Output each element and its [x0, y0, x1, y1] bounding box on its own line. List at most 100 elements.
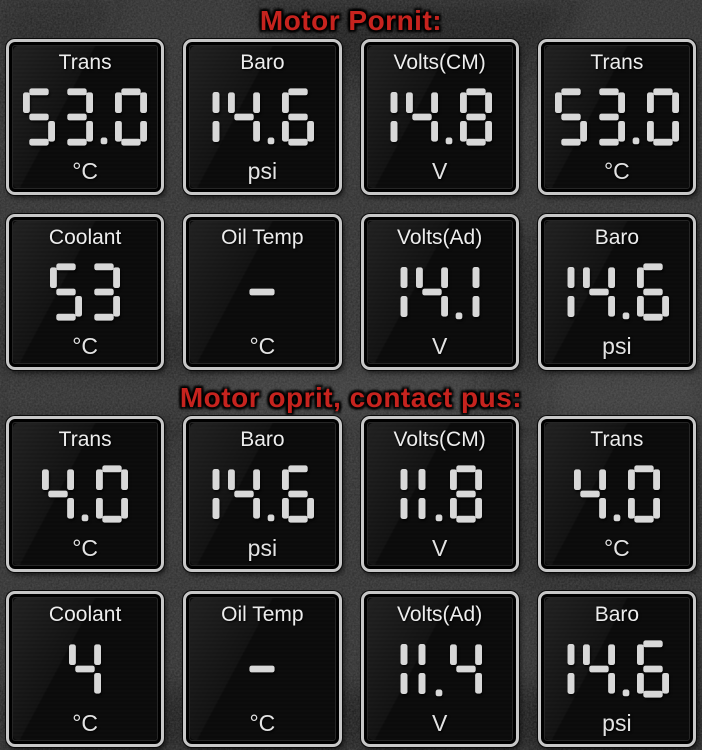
seven-segment-digit: [96, 464, 129, 523]
gauge-tile[interactable]: Baro psi: [183, 416, 342, 572]
seven-segment-digit: [249, 288, 275, 295]
gauge-unit: °C: [72, 158, 99, 184]
seven-segment-digit: [212, 91, 220, 142]
gauge-unit: V: [431, 333, 448, 359]
seven-segment-digit: [622, 689, 630, 696]
gauge-tile[interactable]: Baro psi: [537, 591, 696, 747]
seven-segment-digit: [115, 87, 148, 146]
seven-segment-digit: [228, 468, 261, 519]
seven-segment-digit: [582, 266, 615, 317]
seven-segment-digit: [613, 514, 621, 521]
gauge-tile[interactable]: Volts(Ad) V: [360, 214, 519, 370]
gauge-unit: V: [431, 710, 448, 736]
seven-segment-digit: [622, 312, 630, 319]
gauge-label: Trans: [58, 428, 112, 451]
gauge-tile[interactable]: Coolant °C: [6, 214, 165, 370]
gauge-value-display: [364, 452, 516, 535]
gauge-unit: psi: [247, 158, 278, 184]
gauge-label: Volts(CM): [393, 428, 486, 451]
section-engine-running: Motor Pornit: Trans °C Baro psi Volts(CM…: [6, 6, 696, 370]
section-engine-off: Motor oprit, contact pus: Trans °C Baro …: [6, 383, 696, 747]
gauge-label: Baro: [594, 603, 640, 626]
gauge-unit: psi: [602, 710, 632, 736]
seven-segment-digit: [100, 137, 108, 144]
gauge-value-display: [541, 75, 693, 158]
gauge-tile[interactable]: Baro psi: [183, 39, 342, 195]
seven-segment-digit: [42, 468, 75, 519]
seven-segment-digit: [282, 87, 315, 146]
gauge-value-display: [541, 452, 693, 535]
gauge-unit: °C: [72, 535, 99, 561]
gauge-label: Trans: [58, 51, 112, 74]
seven-segment-digit: [435, 689, 442, 696]
gauge-label: Baro: [594, 226, 640, 249]
seven-segment-digit: [94, 262, 121, 321]
gauge-tile[interactable]: Volts(CM) V: [360, 39, 519, 195]
gauge-tile[interactable]: Trans °C: [537, 416, 696, 572]
seven-segment-digit: [67, 87, 94, 146]
seven-segment-digit: [582, 643, 615, 694]
seven-segment-digit: [632, 137, 640, 144]
gauge-tile[interactable]: Baro psi: [537, 214, 696, 370]
gauge-value-display: [9, 75, 161, 158]
seven-segment-digit: [390, 91, 398, 142]
gauge-value-display: [364, 75, 516, 158]
gauge-value-display: [364, 250, 516, 333]
gauge-grid-engine-off: Trans °C Baro psi Volts(CM) V Trans °C C…: [6, 416, 696, 747]
seven-segment-digit: [400, 468, 408, 519]
seven-segment-digit: [282, 464, 315, 523]
gauge-unit: °C: [603, 158, 630, 184]
seven-segment-digit: [445, 137, 452, 144]
seven-segment-digit: [449, 643, 482, 694]
seven-segment-digit: [50, 262, 83, 321]
seven-segment-digit: [459, 87, 492, 146]
seven-segment-digit: [418, 643, 426, 694]
seven-segment-digit: [400, 266, 408, 317]
seven-segment-digit: [567, 643, 575, 694]
seven-segment-digit: [415, 266, 448, 317]
gauge-tile[interactable]: Coolant °C: [6, 591, 165, 747]
seven-segment-digit: [646, 87, 679, 146]
gauge-label: Volts(Ad): [397, 226, 483, 249]
seven-segment-digit: [81, 514, 89, 521]
seven-segment-digit: [554, 87, 587, 146]
seven-segment-digit: [23, 87, 56, 146]
gauge-grid-engine-running: Trans °C Baro psi Volts(CM) V Trans °C C…: [6, 39, 696, 370]
gauge-value-display: [186, 75, 338, 158]
seven-segment-digit: [228, 91, 261, 142]
section-title-engine-off: Motor oprit, contact pus:: [179, 382, 523, 413]
gauge-label: Coolant: [48, 226, 122, 249]
seven-segment-digit: [268, 514, 275, 521]
gauge-value-display: [186, 452, 338, 535]
gauge-value-display: [186, 627, 338, 710]
gauge-tile[interactable]: Trans °C: [6, 416, 165, 572]
gauge-tile[interactable]: Volts(Ad) V: [360, 591, 519, 747]
gauge-unit: psi: [602, 333, 632, 359]
gauge-tile[interactable]: Trans °C: [6, 39, 165, 195]
gauge-tile[interactable]: Oil Temp °C: [183, 591, 342, 747]
seven-segment-digit: [636, 262, 669, 321]
gauge-label: Volts(Ad): [397, 603, 483, 626]
gauge-value-display: [9, 250, 161, 333]
gauge-value-display: [9, 452, 161, 535]
seven-segment-digit: [627, 464, 660, 523]
gauge-unit: °C: [603, 535, 630, 561]
gauge-unit: °C: [249, 333, 276, 359]
seven-segment-digit: [636, 639, 669, 698]
gauge-tile[interactable]: Oil Temp °C: [183, 214, 342, 370]
gauge-value-display: [364, 627, 516, 710]
seven-segment-digit: [400, 643, 408, 694]
gauge-unit: V: [431, 158, 448, 184]
gauge-tile[interactable]: Trans °C: [537, 39, 696, 195]
gauge-label: Coolant: [48, 603, 122, 626]
gauge-unit: V: [431, 535, 448, 561]
seven-segment-digit: [567, 266, 575, 317]
seven-segment-digit: [212, 468, 220, 519]
gauge-label: Oil Temp: [221, 226, 304, 249]
seven-segment-digit: [249, 665, 275, 672]
seven-segment-digit: [573, 468, 606, 519]
seven-segment-digit: [472, 266, 480, 317]
gauge-tile[interactable]: Volts(CM) V: [360, 416, 519, 572]
